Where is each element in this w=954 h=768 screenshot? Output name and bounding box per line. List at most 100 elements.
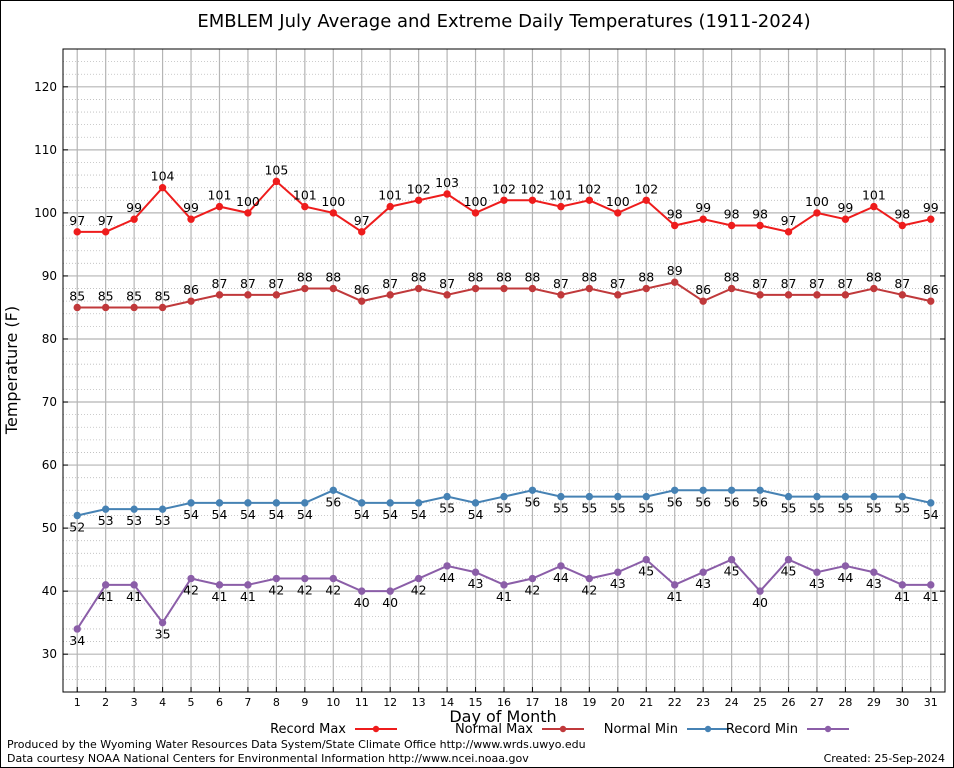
record-min-data-label: 44: [439, 570, 455, 585]
normal-min-data-label: 55: [638, 501, 654, 516]
record-min-data-label: 43: [695, 576, 711, 591]
legend-label-normal-max: Normal Max: [455, 722, 533, 737]
normal-min-data-label: 55: [894, 501, 910, 516]
normal-max-data-label: 87: [439, 276, 455, 291]
record-max-data-label: 98: [667, 207, 683, 222]
normal-max-data-label: 88: [724, 270, 740, 285]
normal-max-point: [585, 284, 594, 293]
record-min-point: [585, 574, 594, 583]
record-min-data-label: 42: [411, 583, 427, 598]
record-min-point: [101, 581, 110, 589]
normal-max-data-label: 87: [212, 276, 228, 291]
record-max-data-label: 99: [695, 200, 711, 215]
producer-credit: Produced by the Wyoming Water Resources …: [7, 738, 586, 751]
data-courtesy-credit: Data courtesy NOAA National Centers for …: [7, 752, 529, 765]
record-min-point: [386, 587, 394, 595]
x-tick-label: 2: [102, 696, 109, 709]
record-min-data-label: 41: [667, 589, 683, 604]
record-max-data-label: 99: [183, 200, 199, 215]
record-min-data-label: 40: [382, 595, 398, 610]
record-max-point: [73, 228, 81, 236]
normal-min-point: [813, 492, 821, 501]
y-tick-label: 40: [42, 584, 57, 598]
record-max-point: [870, 202, 878, 211]
record-max-point: [500, 196, 508, 204]
normal-min-point: [414, 499, 423, 507]
record-max-data-label: 102: [577, 181, 601, 196]
normal-min-point: [557, 492, 565, 501]
record-max-data-label: 98: [752, 207, 768, 222]
record-max-point: [187, 215, 195, 223]
x-tick-label: 23: [696, 696, 710, 709]
normal-max-data-label: 88: [325, 270, 341, 285]
x-tick-label: 12: [383, 696, 397, 709]
record-min-data-label: 41: [212, 589, 228, 604]
record-min-point: [301, 574, 309, 583]
record-max-data-label: 102: [634, 181, 658, 196]
normal-min-data-label: 56: [667, 494, 683, 509]
record-min-data-label: 45: [638, 564, 654, 579]
x-tick-label: 19: [582, 696, 596, 709]
record-max-point: [784, 228, 793, 236]
normal-min-data-label: 56: [524, 494, 540, 509]
normal-min-data-label: 55: [837, 501, 853, 516]
normal-min-data-label: 52: [69, 519, 85, 534]
record-min-data-label: 41: [496, 589, 512, 604]
normal-min-data-label: 54: [297, 507, 313, 522]
x-tick-label: 27: [810, 696, 824, 709]
record-min-data-label: 43: [610, 576, 626, 591]
normal-min-point: [585, 492, 594, 501]
record-min-point: [414, 574, 423, 583]
normal-max-data-label: 87: [894, 276, 910, 291]
normal-max-data-label: 86: [183, 282, 199, 297]
x-tick-label: 8: [273, 696, 280, 709]
record-min-point: [699, 568, 707, 576]
record-min-point: [557, 562, 565, 570]
normal-max-point: [101, 303, 110, 312]
normal-min-point: [471, 499, 480, 507]
normal-min-data-label: 56: [752, 494, 768, 509]
record-min-point: [73, 625, 81, 633]
record-max-point: [414, 196, 423, 204]
normal-min-data-label: 55: [809, 501, 825, 516]
normal-min-point: [898, 492, 907, 501]
normal-min-point: [756, 486, 764, 494]
normal-max-point: [528, 284, 537, 293]
x-tick-label: 6: [216, 696, 223, 709]
record-max-point: [727, 221, 736, 230]
record-min-data-label: 45: [781, 564, 797, 579]
record-min-point: [870, 568, 878, 576]
normal-min-data-label: 53: [155, 513, 171, 528]
y-tick-label: 80: [42, 332, 57, 346]
record-max-point: [101, 228, 110, 236]
x-tick-label: 25: [753, 696, 767, 709]
record-min-data-label: 42: [524, 583, 540, 598]
normal-min-data-label: 54: [468, 507, 484, 522]
normal-max-data-label: 87: [553, 276, 569, 291]
y-axis-label: Temperature (F): [2, 306, 21, 435]
x-tick-label: 9: [301, 696, 308, 709]
record-max-point: [585, 196, 594, 204]
record-min-data-label: 41: [240, 589, 256, 604]
normal-min-point: [642, 492, 650, 501]
record-min-data-label: 41: [923, 589, 939, 604]
normal-max-point: [671, 278, 679, 286]
normal-max-point: [272, 291, 281, 299]
x-tick-label: 3: [131, 696, 138, 709]
record-min-data-label: 42: [325, 583, 341, 598]
record-min-data-label: 43: [468, 576, 484, 591]
normal-min-data-label: 56: [724, 494, 740, 509]
series: 97 97 99 104 99 101 100 105 101 100 97 101 102 103 100…: [69, 162, 939, 648]
record-min-data-label: 44: [837, 570, 853, 585]
record-max-point: [272, 177, 281, 186]
record-max-point: [443, 190, 451, 198]
x-tick-label: 7: [244, 696, 251, 709]
record-min-data-label: 41: [894, 589, 910, 604]
normal-max-data-label: 85: [69, 288, 85, 303]
normal-max-point: [727, 284, 736, 293]
legend: Record Max Normal Max Normal Min Record Min: [270, 722, 849, 737]
record-max-data-label: 100: [464, 194, 488, 209]
legend-marker-normal-max: [559, 725, 567, 733]
record-min-data-label: 34: [69, 633, 85, 648]
record-max-data-label: 100: [805, 194, 829, 209]
